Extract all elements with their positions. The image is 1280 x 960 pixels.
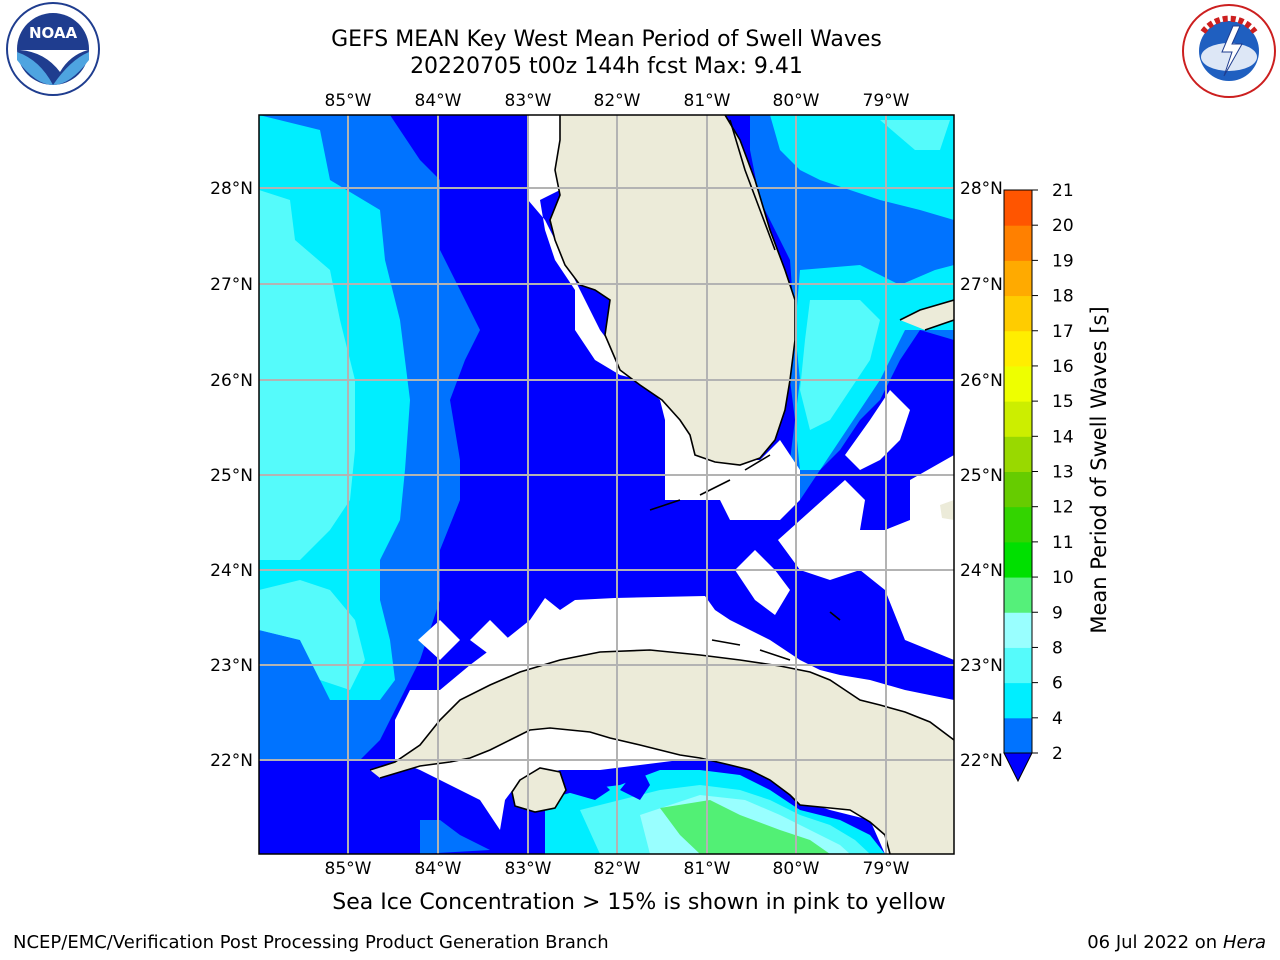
colorbar-tick-label: 4	[1052, 709, 1063, 729]
footer-host: Hera	[1222, 932, 1266, 953]
lon-label-bottom: 84°W	[415, 859, 462, 879]
lon-label-bottom: 82°W	[594, 859, 641, 879]
graticule	[259, 115, 954, 854]
colorbar-tick-label: 16	[1052, 357, 1074, 377]
lat-label-right: 28°N	[960, 179, 1003, 199]
map-title: GEFS MEAN Key West Mean Period of Swell …	[331, 27, 882, 52]
lon-label-top: 85°W	[325, 91, 372, 111]
lon-label-top: 84°W	[415, 91, 462, 111]
colorbar-label: Mean Period of Swell Waves [s]	[1087, 306, 1111, 633]
colorbar-tick-label: 15	[1052, 392, 1074, 412]
colorbar-swatch	[1004, 612, 1032, 648]
land-bahamas	[900, 300, 954, 330]
colorbar-swatch	[1004, 436, 1032, 472]
lat-label-right: 24°N	[960, 561, 1003, 581]
colorbar-tick-label: 20	[1052, 216, 1074, 236]
nodata-region-florida-coast	[528, 115, 800, 520]
map-frame	[258, 114, 955, 855]
lat-label-right: 23°N	[960, 656, 1003, 676]
lat-label-left: 27°N	[210, 275, 253, 295]
sea-ice-caption: Sea Ice Concentration > 15% is shown in …	[0, 890, 1280, 915]
colorbar-swatch	[1004, 260, 1032, 297]
lat-label-right: 22°N	[960, 751, 1003, 771]
colorbar-swatch	[1004, 330, 1032, 367]
colorbar-tick-label: 12	[1052, 498, 1074, 518]
lon-label-top: 83°W	[505, 91, 552, 111]
lat-label-right: 25°N	[960, 466, 1003, 486]
colorbar-swatch	[1004, 506, 1032, 543]
colorbar-tick-label: 11	[1052, 533, 1074, 553]
map-plot-area	[259, 115, 954, 854]
lat-label-left: 24°N	[210, 561, 253, 581]
colorbar-swatch	[1004, 647, 1032, 684]
lat-label-left: 23°N	[210, 656, 253, 676]
colorbar-tick-label: 17	[1052, 322, 1074, 342]
colorbar-tick-label: 2	[1052, 744, 1063, 764]
footer-date: 06 Jul 2022 on	[1087, 932, 1223, 953]
colorbar-tick-label: 10	[1052, 568, 1074, 588]
colorbar-tick-label: 14	[1052, 427, 1074, 447]
land-isla-juventud	[512, 768, 566, 812]
lat-label-left: 22°N	[210, 751, 253, 771]
colorbar-swatch	[1004, 682, 1032, 719]
lon-label-top: 80°W	[773, 91, 820, 111]
swell-band-9-10	[660, 800, 830, 854]
footer-left: NCEP/EMC/Verification Post Processing Pr…	[13, 932, 609, 953]
coastlines	[369, 115, 954, 854]
colorbar-swatch	[1004, 401, 1032, 437]
colorbar-swatch	[1004, 577, 1032, 613]
colorbar-tick-label: 21	[1052, 181, 1074, 201]
colorbar-swatch	[1004, 190, 1032, 226]
lon-label-bottom: 79°W	[863, 859, 910, 879]
colorbar-tick-label: 6	[1052, 674, 1063, 694]
lon-label-bottom: 81°W	[684, 859, 731, 879]
lon-label-top: 81°W	[684, 91, 731, 111]
colorbar-tick-label: 19	[1052, 251, 1074, 271]
swell-band-6-8-west	[259, 190, 355, 560]
colorbar-extend-triangle	[1003, 752, 1033, 783]
colorbar-tick-label: 9	[1052, 603, 1063, 623]
colorbar-tick-label: 13	[1052, 463, 1074, 483]
colorbar: 2 4 6 8 9 10 11 12 13 14 15 16 17 18 19 20 21	[1003, 181, 1074, 783]
lon-label-bottom: 85°W	[325, 859, 372, 879]
colorbar-swatch	[1004, 295, 1032, 332]
lat-label-right: 26°N	[960, 371, 1003, 391]
lat-labels-right: 28°N 27°N 26°N 25°N 24°N 23°N 22°N	[960, 179, 1003, 771]
lat-label-left: 26°N	[210, 371, 253, 391]
land-cuba	[370, 650, 954, 854]
colorbar-tick-label: 8	[1052, 638, 1063, 658]
colorbar-swatch	[1004, 541, 1032, 578]
noaa-logo: NOAA	[6, 2, 100, 96]
colorbar-swatch	[1004, 365, 1032, 402]
colorbar-swatch	[1004, 225, 1032, 261]
colorbar-swatch	[1004, 471, 1032, 508]
lon-label-bottom: 83°W	[505, 859, 552, 879]
lon-labels-bottom: 85°W 84°W 83°W 82°W 81°W 80°W 79°W	[325, 859, 910, 879]
lat-label-right: 27°N	[960, 275, 1003, 295]
noaa-logo-text: NOAA	[29, 24, 78, 42]
nws-logo	[1182, 4, 1276, 98]
lon-label-bottom: 80°W	[773, 859, 820, 879]
lat-label-left: 25°N	[210, 466, 253, 486]
lat-label-left: 28°N	[210, 179, 253, 199]
lon-label-top: 79°W	[863, 91, 910, 111]
colorbar-tick-label: 18	[1052, 287, 1074, 307]
lon-labels-top: 85°W 84°W 83°W 82°W 81°W 80°W 79°W	[325, 91, 910, 111]
colorbar-swatch	[1004, 717, 1032, 754]
lon-label-top: 82°W	[594, 91, 641, 111]
land-florida	[550, 115, 795, 465]
footer-right: 06 Jul 2022 on Hera	[1087, 932, 1266, 953]
map-subtitle: 20220705 t00z 144h fcst Max: 9.41	[410, 54, 803, 79]
sea-ice-caption-text: Sea Ice Concentration > 15% is shown in …	[332, 890, 946, 915]
lat-labels-left: 28°N 27°N 26°N 25°N 24°N 23°N 22°N	[210, 179, 253, 771]
